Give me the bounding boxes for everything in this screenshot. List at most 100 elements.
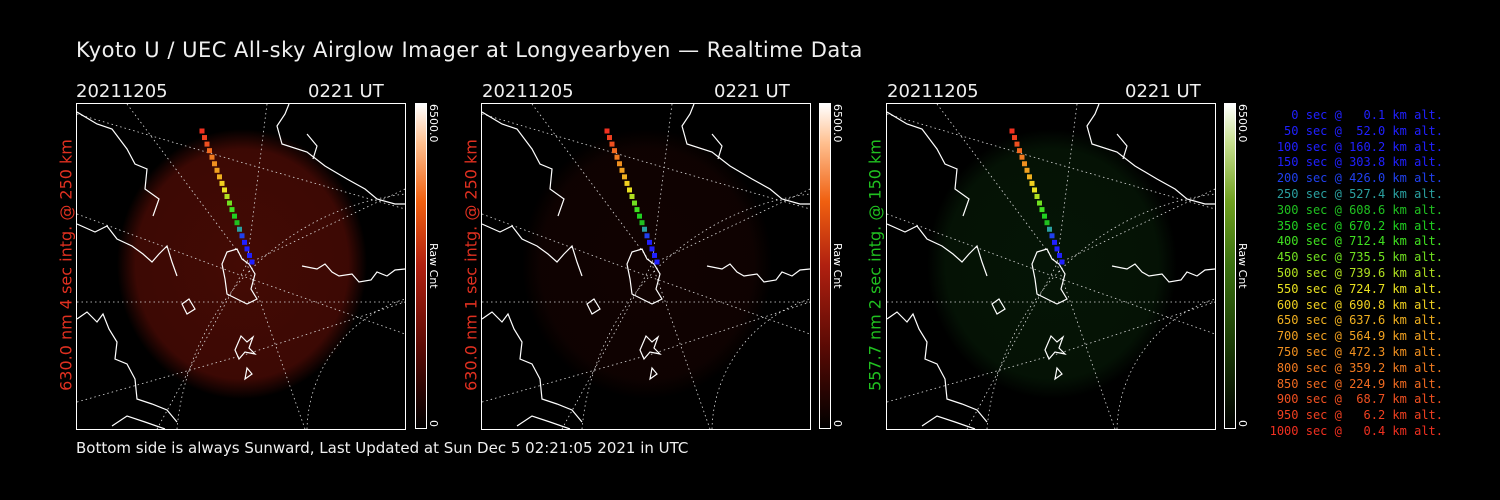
grid-line bbox=[482, 113, 810, 210]
panel-3-date: 20211205 bbox=[887, 81, 979, 102]
trajectory-point bbox=[1047, 226, 1052, 232]
coastline bbox=[244, 366, 253, 381]
trajectory-point bbox=[1029, 180, 1035, 186]
trajectory-point bbox=[637, 213, 642, 219]
map-svg bbox=[77, 104, 405, 429]
trajectory-point bbox=[1037, 200, 1042, 206]
trajectory-legend-row: 750 sec @ 472.3 km alt. bbox=[1276, 344, 1443, 359]
trajectory-point bbox=[627, 187, 632, 193]
trajectory-point bbox=[649, 246, 655, 252]
trajectory-point bbox=[609, 141, 615, 147]
trajectory-legend-row: 200 sec @ 426.0 km alt. bbox=[1276, 171, 1443, 186]
page-title: Kyoto U / UEC All-sky Airglow Imager at … bbox=[76, 38, 863, 62]
panel-3-ylabel: 557.7 nm 2 sec intg. @ 150 km bbox=[865, 139, 885, 391]
trajectory-legend-row: 700 sec @ 564.9 km alt. bbox=[1276, 329, 1443, 344]
coastline bbox=[626, 248, 663, 305]
trajectory-legend-row: 400 sec @ 712.4 km alt. bbox=[1276, 234, 1443, 249]
trajectory-legend-row: 50 sec @ 52.0 km alt. bbox=[1284, 123, 1443, 138]
coastline bbox=[887, 223, 988, 277]
trajectory-point bbox=[1009, 128, 1015, 134]
trajectory-point bbox=[214, 167, 220, 173]
trajectory-point bbox=[212, 161, 217, 167]
panel-3-colorbar bbox=[1224, 103, 1236, 429]
trajectory-legend-row: 350 sec @ 670.2 km alt. bbox=[1276, 218, 1443, 233]
trajectory-legend-row: 150 sec @ 303.8 km alt. bbox=[1276, 155, 1443, 170]
coastline bbox=[306, 133, 318, 160]
trajectory-legend-row: 0 sec @ 0.1 km alt. bbox=[1291, 108, 1443, 122]
airglow-image bbox=[522, 129, 772, 399]
trajectory-point bbox=[642, 226, 647, 232]
panel-2-colorbar bbox=[819, 103, 831, 429]
panel-1-ylabel: 630.0 nm 4 sec intg. @ 250 km bbox=[56, 139, 76, 391]
grid-line bbox=[176, 193, 405, 429]
trajectory-point bbox=[249, 259, 255, 265]
grid-line bbox=[986, 193, 1215, 429]
grid-line bbox=[711, 298, 810, 429]
trajectory-point bbox=[219, 180, 225, 186]
coastline bbox=[111, 415, 166, 429]
coastline bbox=[1111, 263, 1215, 283]
trajectory-legend-row: 450 sec @ 735.5 km alt. bbox=[1276, 250, 1443, 265]
trajectory-legend-row: 900 sec @ 68.7 km alt. bbox=[1276, 392, 1443, 407]
coastline bbox=[1031, 248, 1068, 305]
coastline bbox=[482, 311, 583, 423]
airglow-image bbox=[117, 129, 367, 399]
coastline bbox=[711, 133, 723, 160]
map-svg bbox=[482, 104, 810, 429]
trajectory-point bbox=[224, 194, 230, 199]
coastline bbox=[991, 298, 1006, 315]
trajectory-point bbox=[1017, 148, 1022, 154]
coastline bbox=[887, 311, 988, 423]
trajectory-point bbox=[1044, 220, 1050, 226]
trajectory-point bbox=[217, 174, 222, 180]
trajectory-legend-row: 100 sec @ 160.2 km alt. bbox=[1276, 139, 1443, 154]
panel-2-cbar-unit: Raw Cnt bbox=[831, 243, 844, 289]
trajectory-point bbox=[1024, 167, 1030, 173]
airglow-image bbox=[927, 129, 1177, 399]
coastline bbox=[276, 104, 405, 205]
trajectory-point bbox=[639, 220, 645, 226]
trajectory-legend-row: 1000 sec @ 0.4 km alt. bbox=[1269, 423, 1443, 438]
coastline bbox=[1054, 366, 1063, 381]
coastline bbox=[77, 311, 178, 423]
trajectory-point bbox=[199, 128, 205, 134]
coastline bbox=[77, 223, 178, 277]
trajectory-point bbox=[604, 128, 610, 134]
panel-3-time: 0221 UT bbox=[1125, 81, 1201, 102]
panel-2-ylabel: 630.0 nm 1 sec intg. @ 250 km bbox=[461, 139, 481, 391]
trajectory-point bbox=[629, 194, 635, 199]
coastline bbox=[221, 248, 258, 305]
coastline bbox=[639, 334, 662, 361]
trajectory-point bbox=[239, 233, 245, 239]
trajectory-point bbox=[1039, 207, 1045, 213]
grid-line bbox=[482, 301, 810, 403]
panel-1-cbar-max: 6500.0 bbox=[427, 104, 440, 143]
trajectory-legend-row: 300 sec @ 608.6 km alt. bbox=[1276, 202, 1443, 217]
trajectory-point bbox=[644, 233, 650, 239]
trajectory-legend-row: 500 sec @ 739.6 km alt. bbox=[1276, 265, 1443, 280]
trajectory-point bbox=[247, 252, 252, 258]
trajectory-point bbox=[207, 148, 212, 154]
footer-status: Bottom side is always Sunward, Last Upda… bbox=[76, 439, 689, 457]
coastline bbox=[482, 223, 583, 277]
panel-1-time: 0221 UT bbox=[308, 81, 384, 102]
trajectory-point bbox=[632, 200, 637, 206]
grid-line bbox=[77, 301, 405, 403]
trajectory-point bbox=[1027, 174, 1032, 180]
panel-1-cbar-min: 0 bbox=[427, 420, 440, 427]
coastline bbox=[921, 415, 976, 429]
trajectory-point bbox=[229, 207, 235, 213]
trajectory-point bbox=[1019, 154, 1025, 160]
coastline bbox=[234, 334, 257, 361]
grid-line bbox=[1116, 298, 1215, 429]
grid-line bbox=[887, 301, 1215, 403]
trajectory-legend-row: 650 sec @ 637.6 km alt. bbox=[1276, 313, 1443, 328]
panel-1-map bbox=[76, 103, 406, 430]
panel-2-cbar-min: 0 bbox=[831, 420, 844, 427]
trajectory-point bbox=[654, 259, 660, 265]
coastline bbox=[1044, 334, 1067, 361]
panel-1-date: 20211205 bbox=[76, 81, 168, 102]
trajectory-point bbox=[1022, 161, 1027, 167]
panel-2-map bbox=[481, 103, 811, 430]
trajectory-legend-row: 850 sec @ 224.9 km alt. bbox=[1276, 376, 1443, 391]
